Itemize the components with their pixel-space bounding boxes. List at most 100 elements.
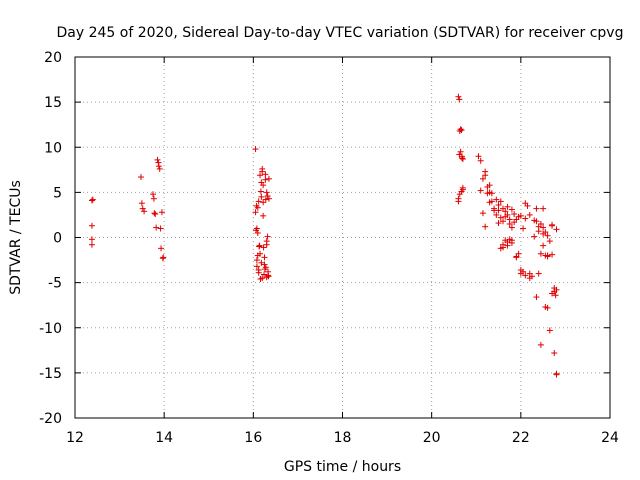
data-point xyxy=(257,276,264,283)
x-tick-label: 18 xyxy=(334,430,352,446)
data-point xyxy=(254,204,261,211)
data-points xyxy=(88,93,560,378)
y-tick-label: 20 xyxy=(44,50,62,66)
data-point xyxy=(261,254,268,261)
data-point xyxy=(265,175,272,182)
data-point xyxy=(506,220,513,227)
data-point xyxy=(88,222,95,229)
data-point xyxy=(261,271,268,278)
data-point xyxy=(260,212,267,219)
data-point xyxy=(486,199,493,206)
data-point xyxy=(551,350,558,357)
data-point xyxy=(502,208,509,215)
data-point xyxy=(479,175,486,182)
data-point xyxy=(457,126,464,133)
data-point xyxy=(155,163,162,170)
data-point xyxy=(89,196,96,203)
data-point xyxy=(493,196,500,203)
data-point xyxy=(475,153,482,160)
data-point xyxy=(253,227,260,234)
data-point xyxy=(552,292,559,299)
data-point xyxy=(531,233,538,240)
data-point xyxy=(520,225,527,232)
x-tick-label: 14 xyxy=(155,430,173,446)
x-tick-label: 16 xyxy=(244,430,262,446)
data-point xyxy=(479,210,486,217)
data-point xyxy=(504,242,511,249)
x-tick-label: 22 xyxy=(512,430,530,446)
y-tick-label: -15 xyxy=(39,366,62,382)
data-point xyxy=(508,237,515,244)
data-point xyxy=(260,244,267,251)
data-point xyxy=(262,176,269,183)
data-point xyxy=(151,210,158,217)
data-point xyxy=(551,288,558,295)
data-point xyxy=(263,189,270,196)
data-point xyxy=(255,198,262,205)
data-point xyxy=(546,238,553,245)
y-tick-label: 10 xyxy=(44,140,62,156)
data-point xyxy=(258,179,265,186)
data-point xyxy=(258,259,265,266)
data-point xyxy=(265,195,272,202)
data-point xyxy=(495,220,502,227)
x-tick-label: 20 xyxy=(423,430,441,446)
data-point xyxy=(495,207,502,214)
data-point xyxy=(264,233,271,240)
x-tick-label: 12 xyxy=(66,430,84,446)
data-point xyxy=(535,270,542,277)
data-point xyxy=(150,191,157,198)
data-point xyxy=(459,186,466,193)
data-point xyxy=(139,205,146,212)
data-point xyxy=(455,93,462,100)
y-axis-ticks: 20 15 10 5 0 -5 -10 -15 -20 xyxy=(39,50,610,427)
data-point xyxy=(540,205,547,212)
data-point xyxy=(553,370,560,377)
data-point xyxy=(260,199,267,206)
data-point xyxy=(154,156,161,163)
data-point xyxy=(537,220,544,227)
y-tick-label: -5 xyxy=(48,276,62,292)
data-point xyxy=(542,229,549,236)
data-point xyxy=(252,209,259,216)
data-point xyxy=(484,183,491,190)
data-point xyxy=(540,224,547,231)
data-point xyxy=(259,168,266,175)
y-tick-label: 15 xyxy=(44,95,62,111)
data-point xyxy=(486,189,493,196)
data-point xyxy=(522,215,529,222)
data-point xyxy=(533,294,540,301)
data-point xyxy=(528,273,535,280)
data-point xyxy=(252,146,259,153)
data-point xyxy=(253,263,260,270)
data-point xyxy=(153,224,160,231)
data-point xyxy=(493,211,500,218)
data-point xyxy=(533,218,540,225)
y-tick-label: -20 xyxy=(39,411,62,427)
data-point xyxy=(522,272,529,279)
data-point xyxy=(262,196,269,203)
data-point xyxy=(515,250,522,257)
data-point xyxy=(150,195,157,202)
data-point xyxy=(482,223,489,230)
data-point xyxy=(455,198,462,205)
data-point xyxy=(255,269,262,276)
y-axis-label: SDTVAR / TECUs xyxy=(8,180,24,295)
data-point xyxy=(504,211,511,218)
data-point xyxy=(253,257,260,264)
data-point xyxy=(546,327,553,334)
data-point xyxy=(495,202,502,209)
data-point xyxy=(456,151,463,158)
data-point xyxy=(459,155,466,162)
data-point xyxy=(458,155,465,162)
data-point xyxy=(160,254,167,261)
data-point xyxy=(504,203,511,210)
data-point xyxy=(88,241,95,248)
chart-title: Day 245 of 2020, Sidereal Day-to-day VTE… xyxy=(57,25,624,41)
data-point xyxy=(254,252,261,259)
data-point xyxy=(88,236,95,243)
data-point xyxy=(265,273,272,280)
data-point xyxy=(156,165,163,172)
data-point xyxy=(508,206,515,213)
